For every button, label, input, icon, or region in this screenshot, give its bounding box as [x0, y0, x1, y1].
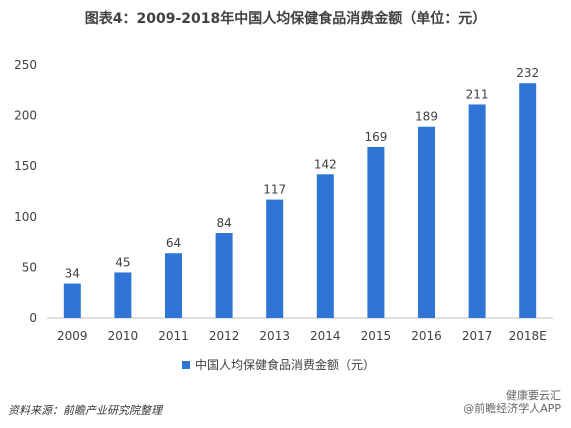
- bar: [316, 174, 334, 318]
- y-tick-label: 0: [29, 311, 37, 325]
- bar: [367, 146, 385, 318]
- y-tick-label: 250: [14, 58, 37, 72]
- x-tick-label: 2010: [108, 329, 139, 343]
- bar: [165, 253, 182, 318]
- data-label: 142: [314, 157, 337, 171]
- legend-swatch: [182, 361, 190, 369]
- data-label: 211: [466, 87, 489, 101]
- bar: [63, 283, 81, 318]
- data-label: 84: [216, 216, 231, 230]
- bar: [114, 272, 132, 318]
- bar: [418, 126, 435, 319]
- x-tick-label: 2017: [462, 329, 493, 343]
- bar: [266, 199, 284, 318]
- bar: [468, 104, 486, 318]
- x-tick-label: 2015: [361, 329, 392, 343]
- legend-label: 中国人均保健食品消费金额（元）: [195, 357, 375, 372]
- data-label: 169: [364, 130, 387, 144]
- y-tick-label: 200: [14, 109, 37, 123]
- data-label: 64: [166, 236, 181, 250]
- y-tick-label: 150: [14, 159, 37, 173]
- x-tick-label: 2009: [57, 329, 88, 343]
- x-tick-label: 2014: [310, 329, 341, 343]
- data-label: 34: [65, 267, 80, 281]
- watermark-line-1: 健康要云汇: [506, 389, 561, 402]
- bar: [215, 232, 233, 318]
- x-tick-label: 2012: [209, 329, 240, 343]
- watermark-line-2: @前瞻经济学人APP: [463, 402, 561, 415]
- watermark: 健康要云汇 @前瞻经济学人APP: [463, 389, 561, 415]
- x-tick-label: 2013: [259, 329, 290, 343]
- data-label: 189: [415, 110, 438, 124]
- bar: [519, 83, 537, 318]
- source-note: 资料来源：前瞻产业研究院整理: [8, 404, 162, 417]
- data-label: 117: [263, 183, 286, 197]
- y-tick-label: 50: [22, 260, 37, 274]
- chart-title: 图表4：2009-2018年中国人均保健食品消费金额（单位：元）: [84, 11, 487, 27]
- x-tick-label: 2018E: [509, 329, 547, 343]
- y-tick-label: 100: [14, 210, 37, 224]
- data-label: 232: [516, 66, 539, 80]
- x-tick-label: 2016: [411, 329, 442, 343]
- x-tick-label: 2011: [158, 329, 189, 343]
- data-label: 45: [115, 255, 130, 269]
